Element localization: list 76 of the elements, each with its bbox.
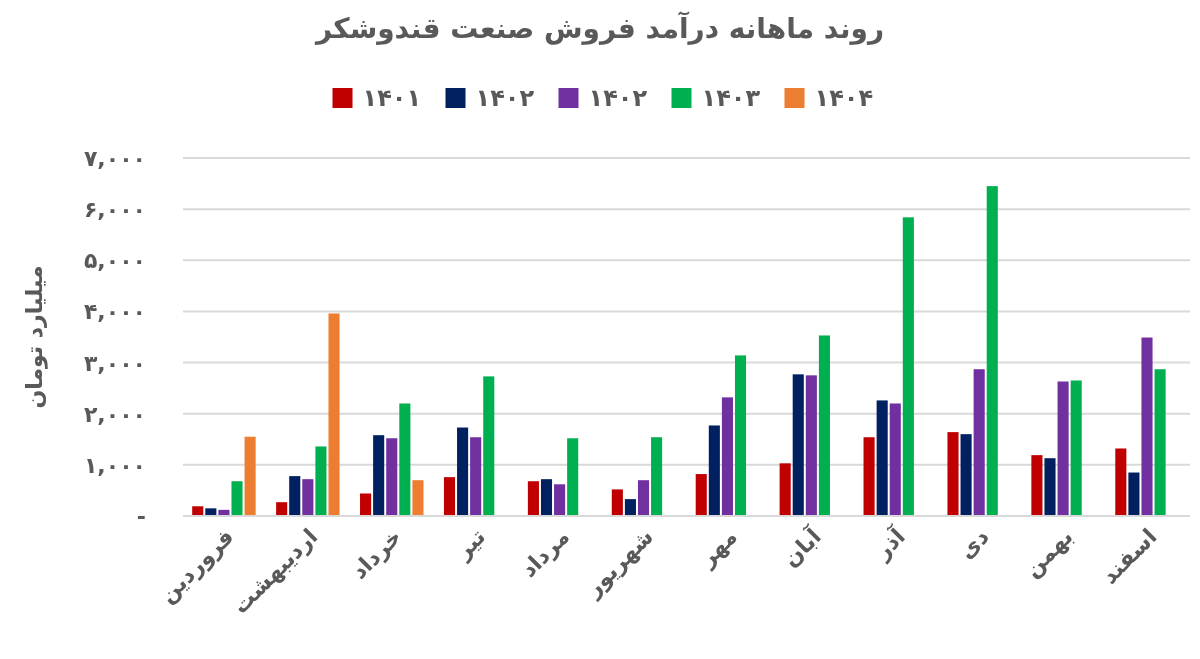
bar: [386, 438, 398, 516]
bar: [483, 376, 495, 516]
bar: [876, 400, 888, 516]
bar: [276, 502, 288, 516]
bar: [554, 484, 566, 516]
bar: [637, 480, 650, 516]
bar: [792, 374, 804, 516]
bar: [947, 432, 959, 516]
bar: [611, 489, 623, 516]
bar: [1115, 448, 1127, 516]
y-tick-label: ۶,۰۰۰: [83, 197, 146, 223]
bar: [863, 437, 875, 516]
bar: [1141, 337, 1153, 516]
bar: [360, 493, 372, 516]
bar: [412, 480, 424, 516]
y-tick-label: ۷,۰۰۰: [83, 146, 146, 171]
bar: [1044, 458, 1056, 516]
y-tick-label: ۱,۰۰۰: [83, 452, 146, 478]
y-tick-label: ۴,۰۰۰: [83, 299, 146, 325]
bar: [205, 508, 217, 516]
legend-label: ۱۴۰۲: [588, 84, 648, 112]
bar: [399, 403, 411, 516]
legend-label: ۱۴۰۴: [814, 84, 874, 112]
bar: [708, 425, 720, 516]
bar: [973, 369, 985, 516]
bar: [1057, 381, 1069, 516]
bar: [902, 217, 914, 516]
bar: [818, 335, 830, 516]
bar: [192, 506, 204, 516]
x-tick-label: شهریور: [579, 523, 659, 603]
bar: [960, 434, 972, 516]
bar: [695, 474, 707, 516]
x-tick-label: خرداد: [346, 523, 408, 585]
bar: [805, 375, 817, 516]
x-tick-label: تیر: [449, 523, 491, 565]
y-tick-label: -: [136, 504, 146, 529]
bar: [289, 476, 301, 516]
legend-label: ۱۴۰۲: [475, 84, 535, 112]
bar: [302, 479, 314, 516]
x-tick-label: فروردین: [154, 523, 240, 609]
bar: [721, 397, 733, 516]
x-tick-label: آذر: [867, 522, 911, 565]
bar: [244, 436, 256, 516]
x-tick-label: اسفند: [1096, 523, 1162, 589]
bar: [540, 479, 553, 516]
bar: [779, 463, 791, 516]
bar: [567, 438, 579, 516]
bar: [328, 313, 340, 516]
bar: [527, 481, 539, 516]
bar: [986, 186, 998, 516]
bar: [315, 446, 327, 516]
bar: [1070, 380, 1082, 516]
x-tick-label: مرداد: [515, 523, 575, 583]
y-tick-label: ۳,۰۰۰: [83, 350, 146, 376]
x-tick-label: بهمن: [1019, 523, 1079, 583]
x-tick-label: دی: [953, 523, 994, 564]
bar: [457, 427, 469, 516]
legend-label: ۱۴۰۳: [701, 84, 761, 112]
bar: [651, 437, 663, 516]
bar: [231, 481, 243, 516]
bar: [624, 499, 636, 516]
bar: [734, 355, 747, 516]
bar: [373, 435, 385, 516]
bar: [1128, 472, 1140, 516]
bar: [1154, 369, 1166, 516]
y-axis-title: میلیارد تومان: [22, 265, 48, 409]
bar: [1031, 455, 1043, 516]
x-tick-label: مهر: [694, 523, 743, 573]
x-tick-label: آبان: [776, 522, 827, 572]
chart-title: روند ماهانه درآمد فروش صنعت قندوشکر: [313, 11, 885, 45]
bar: [889, 403, 901, 516]
y-tick-label: ۵,۰۰۰: [83, 248, 146, 274]
y-tick-label: ۲,۰۰۰: [83, 401, 146, 427]
bar: [443, 477, 456, 516]
legend-label: ۱۴۰۱: [362, 84, 422, 112]
bar: [470, 437, 482, 516]
